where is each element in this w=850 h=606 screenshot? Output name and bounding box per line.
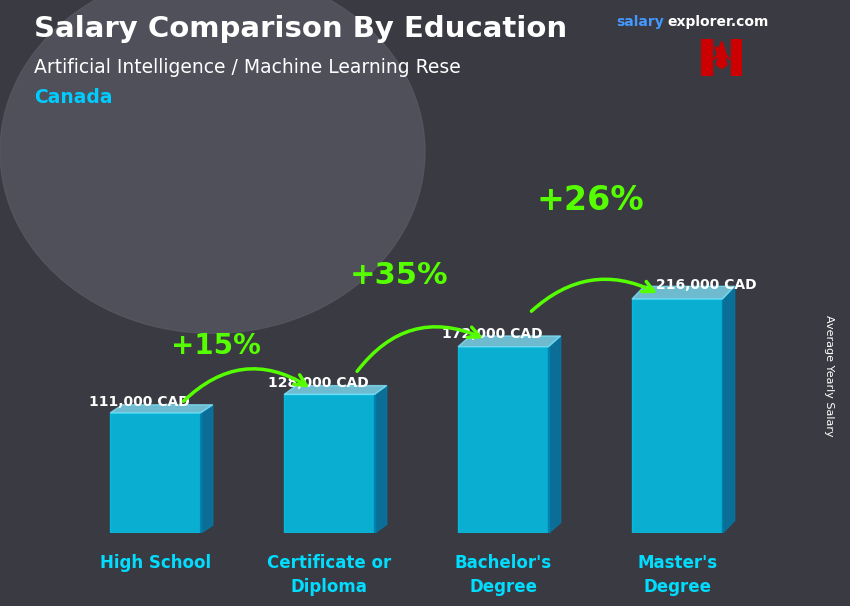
Polygon shape [458, 347, 548, 533]
Text: 216,000 CAD: 216,000 CAD [656, 278, 757, 292]
Text: Average Yearly Salary: Average Yearly Salary [824, 315, 834, 436]
Text: +35%: +35% [349, 261, 448, 290]
Text: 128,000 CAD: 128,000 CAD [269, 376, 369, 390]
Polygon shape [110, 405, 212, 413]
Polygon shape [722, 286, 734, 533]
Text: Artificial Intelligence / Machine Learning Rese: Artificial Intelligence / Machine Learni… [34, 58, 461, 76]
Text: Salary Comparison By Education: Salary Comparison By Education [34, 15, 567, 43]
Text: 111,000 CAD: 111,000 CAD [89, 395, 190, 409]
Text: 172,000 CAD: 172,000 CAD [442, 327, 543, 341]
Ellipse shape [0, 0, 425, 333]
Polygon shape [458, 336, 561, 347]
Polygon shape [548, 336, 561, 533]
Polygon shape [701, 39, 712, 76]
Text: Canada: Canada [34, 88, 112, 107]
Text: +15%: +15% [172, 332, 261, 360]
Polygon shape [110, 413, 201, 533]
Polygon shape [632, 299, 722, 533]
Polygon shape [284, 395, 375, 533]
Text: explorer.com: explorer.com [667, 15, 768, 29]
Text: salary: salary [616, 15, 664, 29]
Polygon shape [713, 41, 730, 68]
Polygon shape [201, 405, 212, 533]
Polygon shape [375, 385, 387, 533]
Text: +26%: +26% [536, 184, 644, 217]
Polygon shape [284, 385, 387, 395]
Polygon shape [632, 286, 734, 299]
Polygon shape [731, 39, 742, 76]
